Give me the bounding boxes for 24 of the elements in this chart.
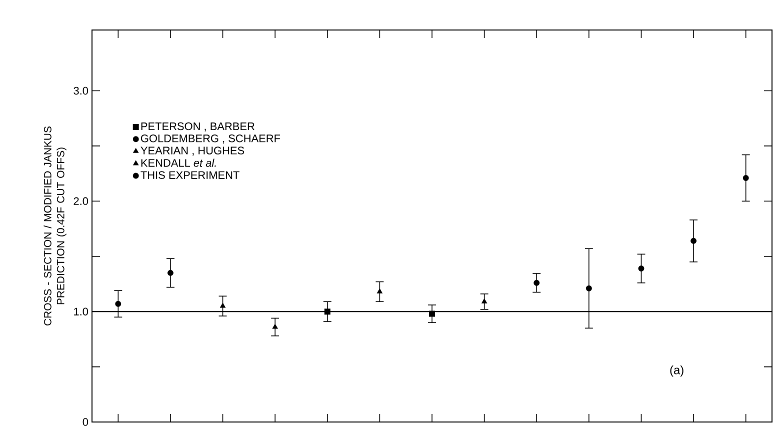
legend-label: YEARIAN , HUGHES <box>140 146 244 156</box>
annotation: (a) <box>670 365 684 377</box>
point <box>742 174 749 181</box>
point <box>167 270 174 276</box>
point <box>220 303 226 308</box>
point <box>115 300 122 307</box>
point <box>324 308 330 315</box>
point <box>638 266 644 272</box>
legend-label: GOLDEMBERG , SCHAERF <box>140 134 280 144</box>
point <box>586 285 592 292</box>
y-tick-label: 3.0 <box>74 86 88 95</box>
point <box>429 310 435 317</box>
point <box>534 280 540 286</box>
y-tick-label: 1.0 <box>74 308 88 316</box>
legend-label: THIS EXPERIMENT <box>140 171 240 179</box>
point <box>482 298 487 304</box>
legend-label: PETERSON , BARBER <box>141 122 254 132</box>
y-axis-title: CROSS - SECTION / MODIFIED JANKUS PREDICTION (0.42F CUT OFFS) <box>44 126 66 326</box>
y-tick-label: 2.0 <box>74 197 88 206</box>
point <box>377 288 382 294</box>
legend-label: KENDALL et al. <box>141 158 216 167</box>
point <box>690 238 697 244</box>
point <box>272 324 278 329</box>
y-tick-label: 0 <box>82 418 88 426</box>
